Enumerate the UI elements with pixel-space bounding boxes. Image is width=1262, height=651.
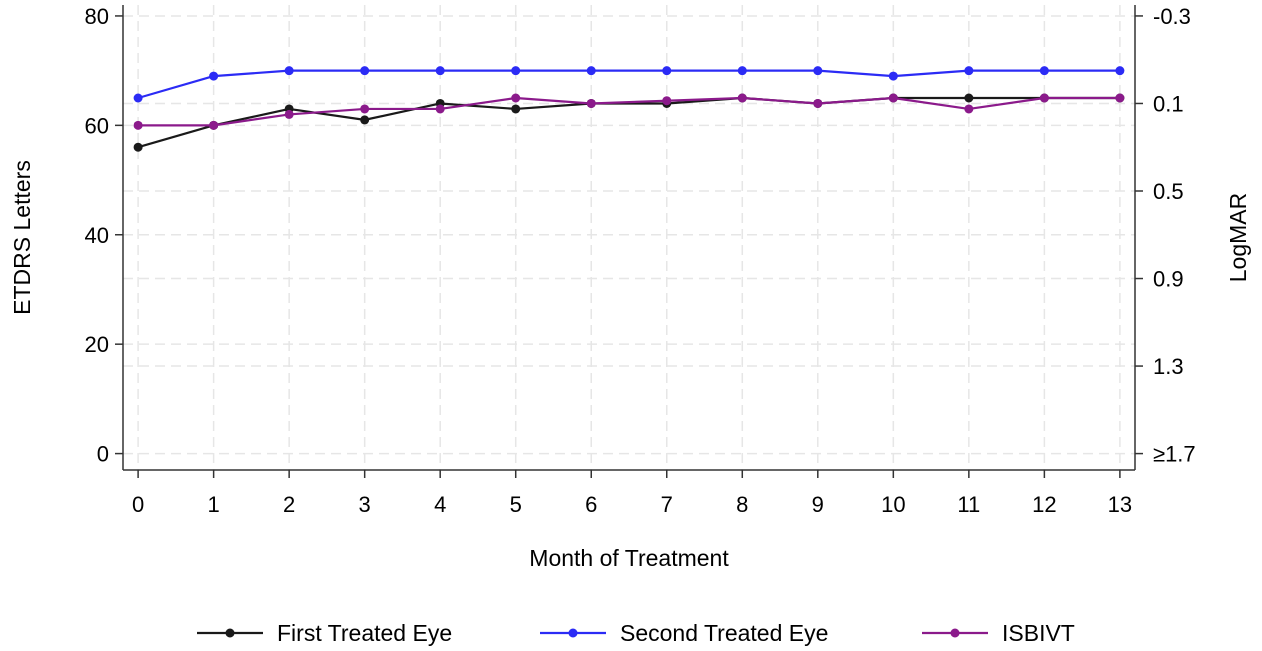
legend-swatch-marker-1 [568,628,578,638]
x-tick-label: 4 [434,492,446,517]
series-point-2-6 [586,98,596,108]
series-point-2-0 [133,120,143,130]
series-point-2-12 [1039,93,1049,103]
y-tick-label: 80 [85,4,109,29]
series-point-2-7 [662,96,672,106]
series-point-1-7 [662,66,672,76]
y2-axis-title: LogMAR [1225,193,1251,282]
x-tick-label: 5 [510,492,522,517]
y-axis-title: ETDRS Letters [9,160,35,315]
series-point-2-1 [209,120,219,130]
y2-tick-label: 0.9 [1153,267,1184,292]
series-point-1-3 [360,66,370,76]
series-point-1-6 [586,66,596,76]
series-point-1-9 [813,66,823,76]
series-point-1-5 [511,66,521,76]
series-point-0-0 [133,142,143,152]
x-tick-label: 9 [812,492,824,517]
series-point-1-11 [964,66,974,76]
series-point-2-4 [435,104,445,114]
x-tick-label: 12 [1032,492,1056,517]
y2-tick-label: ≥1.7 [1153,442,1196,467]
series-point-1-1 [209,71,219,81]
series-point-2-5 [511,93,521,103]
series-point-1-8 [737,66,747,76]
series-line-2 [138,96,1120,127]
x-tick-label: 13 [1108,492,1132,517]
series-line-1 [137,69,1120,100]
legend: First Treated Eye Second Treated Eye ISBIV… [197,620,1075,646]
series-point-2-10 [888,93,898,103]
x-tick-label: 8 [736,492,748,517]
y-tick-label: 60 [85,113,109,138]
series-point-1-10 [888,71,898,81]
series-point-0-5 [511,104,521,114]
series-point-0-3 [360,115,370,125]
x-axis-title: Month of Treatment [529,545,729,571]
y-tick-label: 40 [85,223,109,248]
x-tick-label: 7 [661,492,673,517]
y2-tick-label: 1.3 [1153,354,1184,379]
legend-label-1: Second Treated Eye [620,620,828,646]
y2-tick-label: 0.1 [1153,91,1184,116]
series-point-1-12 [1039,66,1049,76]
series-point-1-4 [435,66,445,76]
x-tick-label: 11 [957,492,980,517]
series-line-0 [137,96,1120,149]
y2-tick-label: 0.5 [1153,179,1184,204]
grid-layer [123,5,1135,470]
y2-tick-label: -0.3 [1153,4,1191,29]
legend-swatch-marker-0 [225,628,235,638]
legend-label-0: First Treated Eye [277,620,452,646]
series-point-1-13 [1115,66,1125,76]
series-point-0-11 [964,93,974,103]
series-layer [133,66,1125,152]
series-point-2-3 [360,104,370,114]
x-tick-label: 6 [585,492,597,517]
y-tick-label: 20 [85,332,109,357]
series-point-2-2 [284,109,294,119]
series-point-2-8 [737,93,747,103]
legend-swatch-marker-2 [950,628,960,638]
series-point-1-0 [133,93,143,103]
series-point-2-13 [1115,93,1125,103]
x-tick-label: 10 [881,492,905,517]
series-point-1-2 [284,66,294,76]
series-point-2-9 [813,98,823,108]
y-tick-label: 0 [97,442,109,467]
series-point-2-11 [964,104,974,114]
x-tick-label: 1 [208,492,220,517]
legend-label-2: ISBIVT [1002,620,1075,646]
x-tick-label: 2 [283,492,295,517]
x-tick-label: 0 [132,492,144,517]
x-tick-label: 3 [359,492,371,517]
